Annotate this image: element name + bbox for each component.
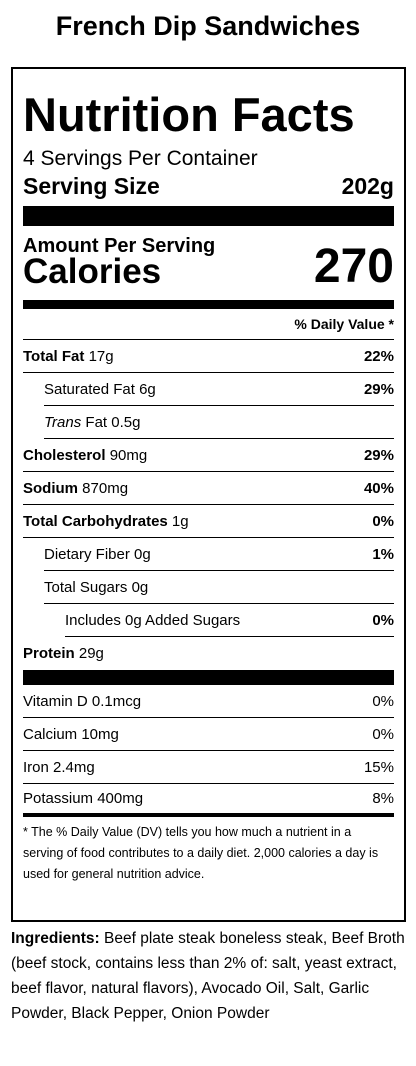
nutrient-row-cholesterol: Cholesterol 90mg 29%: [23, 439, 394, 472]
vitamin-dv: 0%: [372, 692, 394, 710]
vitamin-text: Potassium 400mg: [23, 790, 144, 807]
serving-size-label: Serving Size: [23, 173, 160, 199]
nutrient-name: Cholesterol: [23, 446, 106, 464]
nutrient-name: Total Fat: [23, 347, 85, 365]
daily-value-footnote: * The % Daily Value (DV) tells you how m…: [23, 825, 379, 881]
vitamin-text: Calcium 10mg: [23, 725, 119, 743]
ingredients-text: Beef plate steak boneless steak, Beef Br…: [11, 930, 405, 1022]
nutrient-dv: 0%: [372, 611, 394, 629]
ingredients-label: Ingredients:: [11, 930, 100, 947]
vitamin-row-calcium: Calcium 10mg 0%: [23, 718, 394, 751]
calories-row: Calories 270: [23, 240, 394, 293]
nutrient-name: Includes 0g Added Sugars: [65, 611, 241, 629]
nutrient-row-trans-fat: Trans Fat 0.5g: [44, 406, 394, 439]
nutrient-row-protein: Protein 29g: [23, 637, 394, 670]
nutrient-amount: 0g: [134, 545, 151, 563]
daily-value-header: % Daily Value *: [23, 309, 394, 340]
medium-divider: [23, 300, 394, 309]
nutrient-amount: 90mg: [109, 446, 148, 464]
nutrient-dv: 22%: [363, 347, 394, 365]
nutrient-amount: 0g: [131, 578, 149, 596]
nutrient-amount: 6g: [139, 380, 156, 398]
nutrient-row-dietary-fiber: Dietary Fiber 0g 1%: [44, 538, 394, 571]
nutrition-facts-heading: Nutrition Facts: [23, 88, 355, 141]
nutrient-name-suffix: Fat: [85, 413, 108, 431]
vitamin-dv: 15%: [363, 758, 394, 776]
vitamin-dv: 8%: [372, 790, 394, 807]
vitamin-text: Vitamin D 0.1mcg: [23, 692, 142, 710]
nutrient-dv: 0%: [372, 512, 394, 530]
vitamin-row-potassium: Potassium 400mg 8%: [23, 784, 394, 817]
thick-divider: [23, 206, 394, 226]
calories-label: Calories: [23, 252, 162, 291]
nutrient-row-total-sugars: Total Sugars 0g: [44, 571, 394, 604]
nutrient-row-added-sugars: Includes 0g Added Sugars 0%: [65, 604, 394, 637]
nutrient-name: Dietary Fiber: [44, 545, 130, 563]
nutrient-amount: 0.5g: [111, 413, 141, 431]
nutrient-dv: 40%: [363, 479, 394, 497]
vitamin-row-iron: Iron 2.4mg 15%: [23, 751, 394, 784]
nutrient-name: Sodium: [23, 479, 78, 497]
nutrient-name: Total Carbohydrates: [23, 512, 168, 530]
nutrient-name: Trans: [44, 413, 82, 431]
nutrient-dv: 29%: [363, 446, 394, 464]
serving-size-value: 202g: [341, 173, 394, 199]
nutrient-name: Total Sugars: [44, 578, 128, 596]
vitamin-row-vitamin-d: Vitamin D 0.1mcg 0%: [23, 685, 394, 718]
nutrition-facts-label: Nutrition Facts 4 Servings Per Container…: [11, 67, 406, 922]
serving-size-row: Serving Size 202g: [23, 172, 394, 200]
ingredients: Ingredients: Beef plate steak boneless s…: [11, 926, 406, 1026]
nutrient-dv: 1%: [372, 545, 394, 563]
nutrient-amount: 870mg: [82, 479, 129, 497]
servings-per-container: 4 Servings Per Container: [23, 147, 258, 170]
nutrient-row-sodium: Sodium 870mg 40%: [23, 472, 394, 505]
amount-per-serving: Amount Per Serving: [23, 235, 216, 257]
nutrient-name: Saturated Fat: [44, 380, 135, 398]
nutrient-row-total-fat: Total Fat 17g 22%: [23, 340, 394, 373]
product-title: French Dip Sandwiches: [55, 11, 361, 41]
thick-divider: [23, 670, 394, 685]
nutrient-amount: 29g: [78, 645, 104, 662]
nutrient-row-total-carbohydrates: Total Carbohydrates 1g 0%: [23, 505, 394, 538]
nutrient-name: Protein: [23, 645, 75, 662]
vitamin-text: Iron 2.4mg: [23, 758, 95, 776]
nutrient-amount: 1g: [171, 512, 189, 530]
nutrient-row-saturated-fat: Saturated Fat 6g 29%: [44, 373, 394, 406]
calories-value: 270: [313, 240, 394, 293]
vitamin-dv: 0%: [372, 725, 394, 743]
nutrient-amount: 17g: [88, 347, 114, 365]
nutrient-dv: 29%: [363, 380, 394, 398]
